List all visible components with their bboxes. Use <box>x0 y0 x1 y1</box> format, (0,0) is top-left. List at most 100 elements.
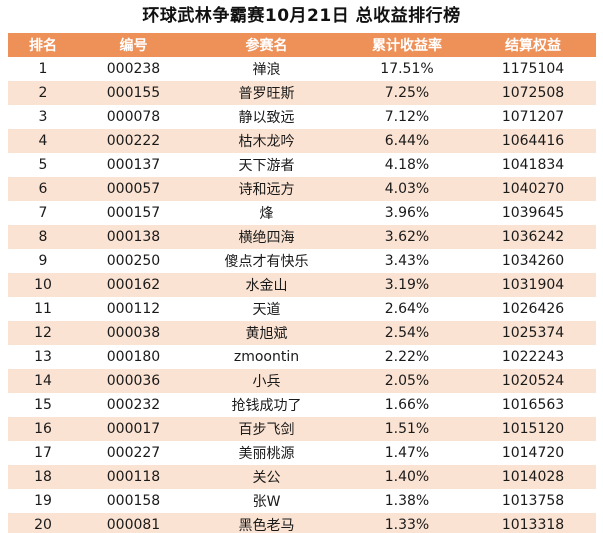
cell-return: 2.05% <box>344 369 470 393</box>
cell-name: 普罗旺斯 <box>189 81 344 105</box>
cell-id: 000038 <box>78 321 189 345</box>
cell-return: 6.44% <box>344 129 470 153</box>
cell-name: 黑色老马 <box>189 513 344 533</box>
table-row: 16 000017 百步飞剑 1.51% 1015120 <box>8 417 596 441</box>
cell-return: 1.66% <box>344 393 470 417</box>
cell-equity: 1016563 <box>470 393 596 417</box>
table-row: 19 000158 张W 1.38% 1013758 <box>8 489 596 513</box>
cell-id: 000250 <box>78 249 189 273</box>
cell-rank: 7 <box>8 201 78 225</box>
cell-rank: 6 <box>8 177 78 201</box>
cell-equity: 1020524 <box>470 369 596 393</box>
cell-id: 000137 <box>78 153 189 177</box>
cell-id: 000180 <box>78 345 189 369</box>
cell-equity: 1072508 <box>470 81 596 105</box>
cell-name: 关公 <box>189 465 344 489</box>
cell-return: 2.22% <box>344 345 470 369</box>
cell-name: 横绝四海 <box>189 225 344 249</box>
cell-name: 天道 <box>189 297 344 321</box>
cell-id: 000238 <box>78 57 189 81</box>
cell-rank: 2 <box>8 81 78 105</box>
column-header-id: 编号 <box>78 33 189 57</box>
cell-rank: 13 <box>8 345 78 369</box>
cell-name: 枯木龙吟 <box>189 129 344 153</box>
table-row: 5 000137 天下游者 4.18% 1041834 <box>8 153 596 177</box>
cell-return: 1.40% <box>344 465 470 489</box>
cell-return: 2.54% <box>344 321 470 345</box>
cell-return: 4.03% <box>344 177 470 201</box>
cell-rank: 20 <box>8 513 78 533</box>
column-header-return: 累计收益率 <box>344 33 470 57</box>
cell-equity: 1071207 <box>470 105 596 129</box>
table-row: 14 000036 小兵 2.05% 1020524 <box>8 369 596 393</box>
table-row: 1 000238 禅浪 17.51% 1175104 <box>8 57 596 81</box>
cell-return: 3.19% <box>344 273 470 297</box>
cell-name: 小兵 <box>189 369 344 393</box>
table-body: 1 000238 禅浪 17.51% 1175104 2 000155 普罗旺斯 7.25% 10… <box>8 57 596 533</box>
cell-rank: 14 <box>8 369 78 393</box>
cell-return: 17.51% <box>344 57 470 81</box>
page-title: 环球武林争霸赛10月21日 总收益排行榜 <box>142 6 461 26</box>
cell-name: 傻点才有快乐 <box>189 249 344 273</box>
cell-name: 天下游者 <box>189 153 344 177</box>
cell-rank: 19 <box>8 489 78 513</box>
cell-equity: 1022243 <box>470 345 596 369</box>
cell-name: 美丽桃源 <box>189 441 344 465</box>
table-row: 3 000078 静以致远 7.12% 1071207 <box>8 105 596 129</box>
column-header-equity: 结算权益 <box>470 33 596 57</box>
cell-equity: 1036242 <box>470 225 596 249</box>
table-row: 9 000250 傻点才有快乐 3.43% 1034260 <box>8 249 596 273</box>
cell-equity: 1013758 <box>470 489 596 513</box>
cell-return: 4.18% <box>344 153 470 177</box>
cell-equity: 1026426 <box>470 297 596 321</box>
table-row: 2 000155 普罗旺斯 7.25% 1072508 <box>8 81 596 105</box>
cell-name: 诗和远方 <box>189 177 344 201</box>
cell-id: 000222 <box>78 129 189 153</box>
cell-equity: 1041834 <box>470 153 596 177</box>
cell-name: 抢钱成功了 <box>189 393 344 417</box>
cell-return: 7.12% <box>344 105 470 129</box>
table-row: 20 000081 黑色老马 1.33% 1013318 <box>8 513 596 533</box>
cell-equity: 1034260 <box>470 249 596 273</box>
table-row: 11 000112 天道 2.64% 1026426 <box>8 297 596 321</box>
table-header-row: 排名 编号 参赛名 累计收益率 结算权益 <box>8 33 596 57</box>
cell-rank: 17 <box>8 441 78 465</box>
table-row: 4 000222 枯木龙吟 6.44% 1064416 <box>8 129 596 153</box>
cell-id: 000162 <box>78 273 189 297</box>
cell-rank: 8 <box>8 225 78 249</box>
cell-return: 3.62% <box>344 225 470 249</box>
cell-rank: 18 <box>8 465 78 489</box>
cell-id: 000118 <box>78 465 189 489</box>
cell-name: 黄旭斌 <box>189 321 344 345</box>
cell-id: 000138 <box>78 225 189 249</box>
cell-id: 000155 <box>78 81 189 105</box>
cell-id: 000112 <box>78 297 189 321</box>
cell-return: 3.96% <box>344 201 470 225</box>
cell-id: 000158 <box>78 489 189 513</box>
cell-id: 000081 <box>78 513 189 533</box>
table-row: 8 000138 横绝四海 3.62% 1036242 <box>8 225 596 249</box>
table-row: 17 000227 美丽桃源 1.47% 1014720 <box>8 441 596 465</box>
cell-equity: 1175104 <box>470 57 596 81</box>
cell-name: 百步飞剑 <box>189 417 344 441</box>
cell-equity: 1025374 <box>470 321 596 345</box>
cell-id: 000017 <box>78 417 189 441</box>
cell-rank: 15 <box>8 393 78 417</box>
cell-equity: 1040270 <box>470 177 596 201</box>
table-row: 18 000118 关公 1.40% 1014028 <box>8 465 596 489</box>
cell-id: 000078 <box>78 105 189 129</box>
cell-equity: 1014028 <box>470 465 596 489</box>
table-row: 6 000057 诗和远方 4.03% 1040270 <box>8 177 596 201</box>
cell-equity: 1015120 <box>470 417 596 441</box>
cell-rank: 4 <box>8 129 78 153</box>
cell-rank: 5 <box>8 153 78 177</box>
cell-equity: 1014720 <box>470 441 596 465</box>
table-row: 13 000180 zmoontin 2.22% 1022243 <box>8 345 596 369</box>
cell-return: 1.33% <box>344 513 470 533</box>
cell-id: 000227 <box>78 441 189 465</box>
cell-rank: 1 <box>8 57 78 81</box>
cell-equity: 1031904 <box>470 273 596 297</box>
cell-id: 000036 <box>78 369 189 393</box>
cell-name: 水金山 <box>189 273 344 297</box>
